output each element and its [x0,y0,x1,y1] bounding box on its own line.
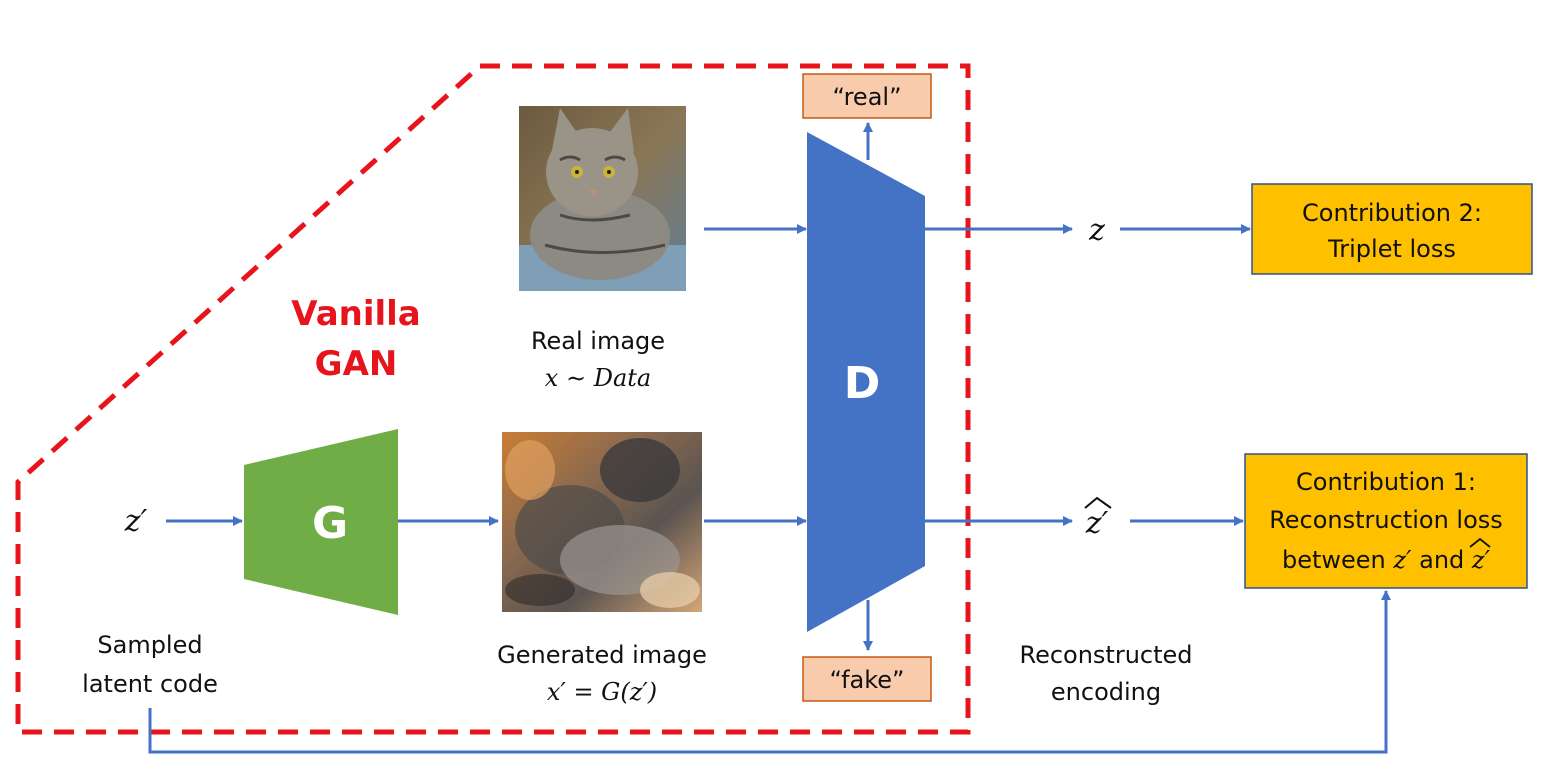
real-label: “real” [832,83,901,111]
generator-block [244,429,398,615]
discriminator-label: D [844,358,881,409]
c1-line3-zhat: z′ [1471,546,1491,574]
c1-zhat-hat-mark [1469,537,1491,548]
generated-image-formula: x′ = G(z′) [547,678,657,706]
z-symbol: z [1088,213,1105,248]
real-label-box [802,73,932,119]
c1-line3-z: z′ [1392,546,1412,574]
latent-caption-line1: Sampled [97,631,202,659]
contribution-2-line2: Triplet loss [1327,235,1456,263]
generated-image [502,432,702,612]
fake-label: “fake” [830,666,905,694]
svg-text:z′: z′ [1085,506,1109,541]
real-image [519,106,686,291]
contribution-1-line1: Contribution 1: [1296,468,1476,496]
contribution-2-box [1251,183,1533,275]
fake-label-box [802,656,932,702]
real-image-caption: Real image [531,327,665,355]
reconstructed-caption-line2: encoding [1051,678,1161,706]
real-image-formula: x ∼ Data [545,364,651,392]
latent-code-symbol: z′ [124,504,148,539]
contribution-1-box [1244,453,1528,589]
reconstructed-caption-line1: Reconstructed [1019,641,1192,669]
c1-line3-between: between [1282,546,1393,574]
generated-image-caption: Generated image [497,641,707,669]
vanilla-gan-title-line1: Vanilla [291,294,421,334]
generator-label: G [312,498,348,549]
vanilla-gan-title-line2: GAN [315,344,398,384]
contribution-1-line2: Reconstruction loss [1269,506,1503,534]
zhat-symbol: z′ [1084,496,1112,541]
arrow-latent-to-contribution-1 [148,590,1391,754]
latent-caption-line2: latent code [82,670,218,698]
contribution-1-line3: between z′ and z′ [1282,546,1491,574]
discriminator-block [807,132,925,632]
contribution-2-line1: Contribution 2: [1302,199,1482,227]
c1-line3-and: and [1412,546,1472,574]
